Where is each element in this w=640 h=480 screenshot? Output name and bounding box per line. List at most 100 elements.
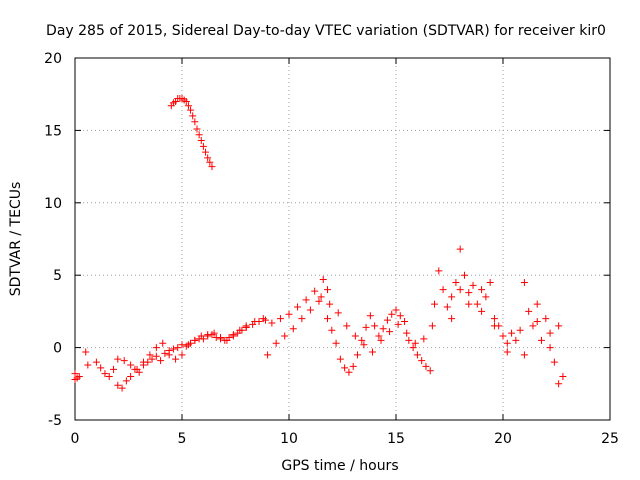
x-tick-label: 25 [601,431,619,447]
data-point [490,315,498,323]
data-point [559,373,567,381]
axis-ticks: 0 5 10 15 20 25 -5 0 5 10 15 20 [44,51,619,447]
data-point [127,373,135,381]
data-point [409,344,417,352]
data-point [197,137,205,145]
data-point [362,323,370,331]
data-point [199,142,207,150]
data-point [127,361,135,369]
data-point [217,333,225,341]
y-tick-label: 10 [44,196,62,212]
data-point [431,300,439,308]
data-point [311,287,319,295]
data-point [324,286,332,294]
data-point [379,325,387,333]
data-point [529,322,537,330]
data-point [182,97,190,105]
data-point [204,154,212,162]
data-point [428,322,436,330]
data-point [426,367,434,375]
data-point [242,322,250,330]
data-point [152,352,160,360]
x-tick-label: 5 [178,431,187,447]
data-point [193,125,201,133]
data-point [264,351,272,359]
data-point [345,368,353,376]
data-point [184,102,192,110]
data-point [139,358,147,366]
data-point [482,293,490,301]
data-point [272,339,280,347]
data-point [516,326,524,334]
data-point [133,365,141,373]
data-point [191,336,199,344]
series-early-high [114,316,269,373]
data-point [503,339,511,347]
series-midday-dip [324,306,434,376]
data-point [418,357,426,365]
data-point [375,332,383,340]
x-tick-label: 15 [387,431,405,447]
data-point [456,286,464,294]
data-point [120,357,128,365]
plot-frame [74,57,611,421]
data-point [285,310,293,318]
data-point [405,336,413,344]
data-point [420,335,428,343]
data-point [159,339,167,347]
data-point [520,278,528,286]
data-point [334,309,342,317]
data-point [448,315,456,323]
data-point [555,322,563,330]
data-point [353,351,361,359]
data-point [452,278,460,286]
y-axis-label: SDTVAR / TECUs [8,182,24,297]
data-point [360,341,368,349]
data-point [298,315,306,323]
data-point [114,355,122,363]
data-point [486,278,494,286]
data-point [478,307,486,315]
data-point [533,318,541,326]
data-point [92,358,100,366]
y-tick-label: 20 [44,51,62,67]
x-tick-label: 10 [280,431,298,447]
data-point [512,336,520,344]
data-point [251,318,259,326]
data-point [368,348,376,356]
data-point [448,293,456,301]
data-point [460,271,468,279]
data-point [122,377,130,385]
data-point [546,329,554,337]
data-point [371,322,379,330]
data-point [189,112,197,120]
data-point [174,344,182,352]
x-axis-label: GPS time / hours [281,458,398,474]
data-point [105,373,113,381]
y-tick-label: 15 [44,123,62,139]
data-point [114,381,122,389]
data-point [206,158,214,166]
data-point [411,339,419,347]
data-point [172,355,180,363]
data-point [82,348,90,356]
data-point [546,344,554,352]
data-point [508,329,516,337]
data-point [236,326,244,334]
data-point [195,131,203,139]
data-point [259,315,267,323]
data-point [148,355,156,363]
data-point [465,289,473,297]
data-point [538,336,546,344]
data-point [210,329,218,337]
series-start [71,348,92,383]
data-point [223,336,231,344]
data-point [289,325,297,333]
data-point [349,362,357,370]
series-morning-peak [167,95,216,171]
data-point [328,326,336,334]
data-point [394,320,402,328]
data-point [268,319,276,327]
data-point [146,351,154,359]
data-point [204,331,212,339]
